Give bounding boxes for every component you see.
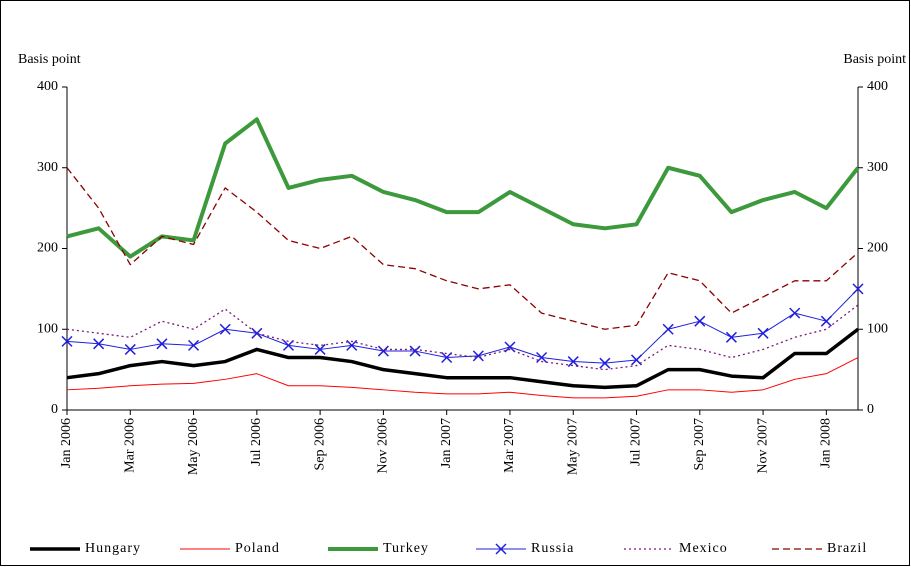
x-tick-label: Mar 2007 — [502, 418, 517, 473]
point-marker — [757, 327, 769, 339]
x-tick-label: Jan 2006 — [59, 418, 74, 468]
point-marker — [124, 343, 136, 355]
y-tick-label: 0 — [51, 402, 58, 417]
y-tick-label: 200 — [37, 241, 58, 256]
legend-label: Brazil — [827, 541, 867, 556]
point-marker — [694, 315, 706, 327]
point-marker — [504, 341, 516, 353]
y2-tick-label: 400 — [867, 79, 888, 94]
x-tick-label: Jul 2006 — [249, 418, 264, 466]
y2-tick-label: 100 — [867, 321, 888, 336]
series-line — [66, 288, 859, 364]
point-marker — [567, 356, 579, 368]
legend-label: Turkey — [383, 541, 429, 556]
x-tick-label: Nov 2006 — [376, 418, 391, 474]
y-tick-label: 100 — [37, 321, 58, 336]
x-tick-label: Sep 2007 — [692, 418, 707, 471]
point-marker — [377, 345, 389, 357]
x-tick-label: Jan 2008 — [819, 418, 834, 468]
y-axis-label: Basis point — [18, 52, 81, 67]
x-tick-label: May 2006 — [186, 418, 201, 475]
x-tick-label: Mar 2006 — [122, 418, 137, 473]
point-marker — [662, 323, 674, 335]
legend-label: Poland — [235, 541, 280, 556]
y2-tick-label: 200 — [867, 241, 888, 256]
y2-axis-label: Basis point — [843, 52, 906, 67]
point-marker — [789, 307, 801, 319]
point-marker — [346, 339, 358, 351]
y-tick-label: 400 — [37, 79, 58, 94]
legend-marker — [495, 543, 507, 555]
series-line — [66, 357, 859, 399]
point-marker — [188, 339, 200, 351]
x-tick-label: Jan 2007 — [439, 418, 454, 468]
series-line — [66, 167, 859, 330]
point-marker — [61, 335, 73, 347]
point-marker — [409, 345, 421, 357]
series-line — [66, 327, 860, 390]
point-marker — [219, 323, 231, 335]
point-marker — [725, 331, 737, 343]
point-marker — [536, 351, 548, 364]
series-line — [66, 117, 860, 259]
x-tick-label: Sep 2006 — [312, 418, 327, 471]
x-tick-label: Nov 2007 — [755, 418, 770, 474]
point-marker — [156, 338, 168, 350]
point-marker — [820, 315, 832, 327]
point-marker — [599, 357, 611, 369]
x-tick-label: May 2007 — [565, 418, 580, 475]
y-tick-label: 300 — [37, 160, 58, 175]
legend-label: Russia — [531, 541, 574, 556]
point-marker — [251, 327, 263, 339]
point-marker — [314, 343, 326, 355]
legend-label: Hungary — [85, 541, 141, 556]
y2-tick-label: 0 — [867, 402, 874, 417]
y2-tick-label: 300 — [867, 160, 888, 175]
point-marker — [93, 338, 105, 350]
x-tick-label: Jul 2007 — [629, 418, 644, 466]
point-marker — [472, 350, 484, 362]
legend-label: Mexico — [679, 541, 728, 556]
point-marker — [852, 283, 864, 295]
